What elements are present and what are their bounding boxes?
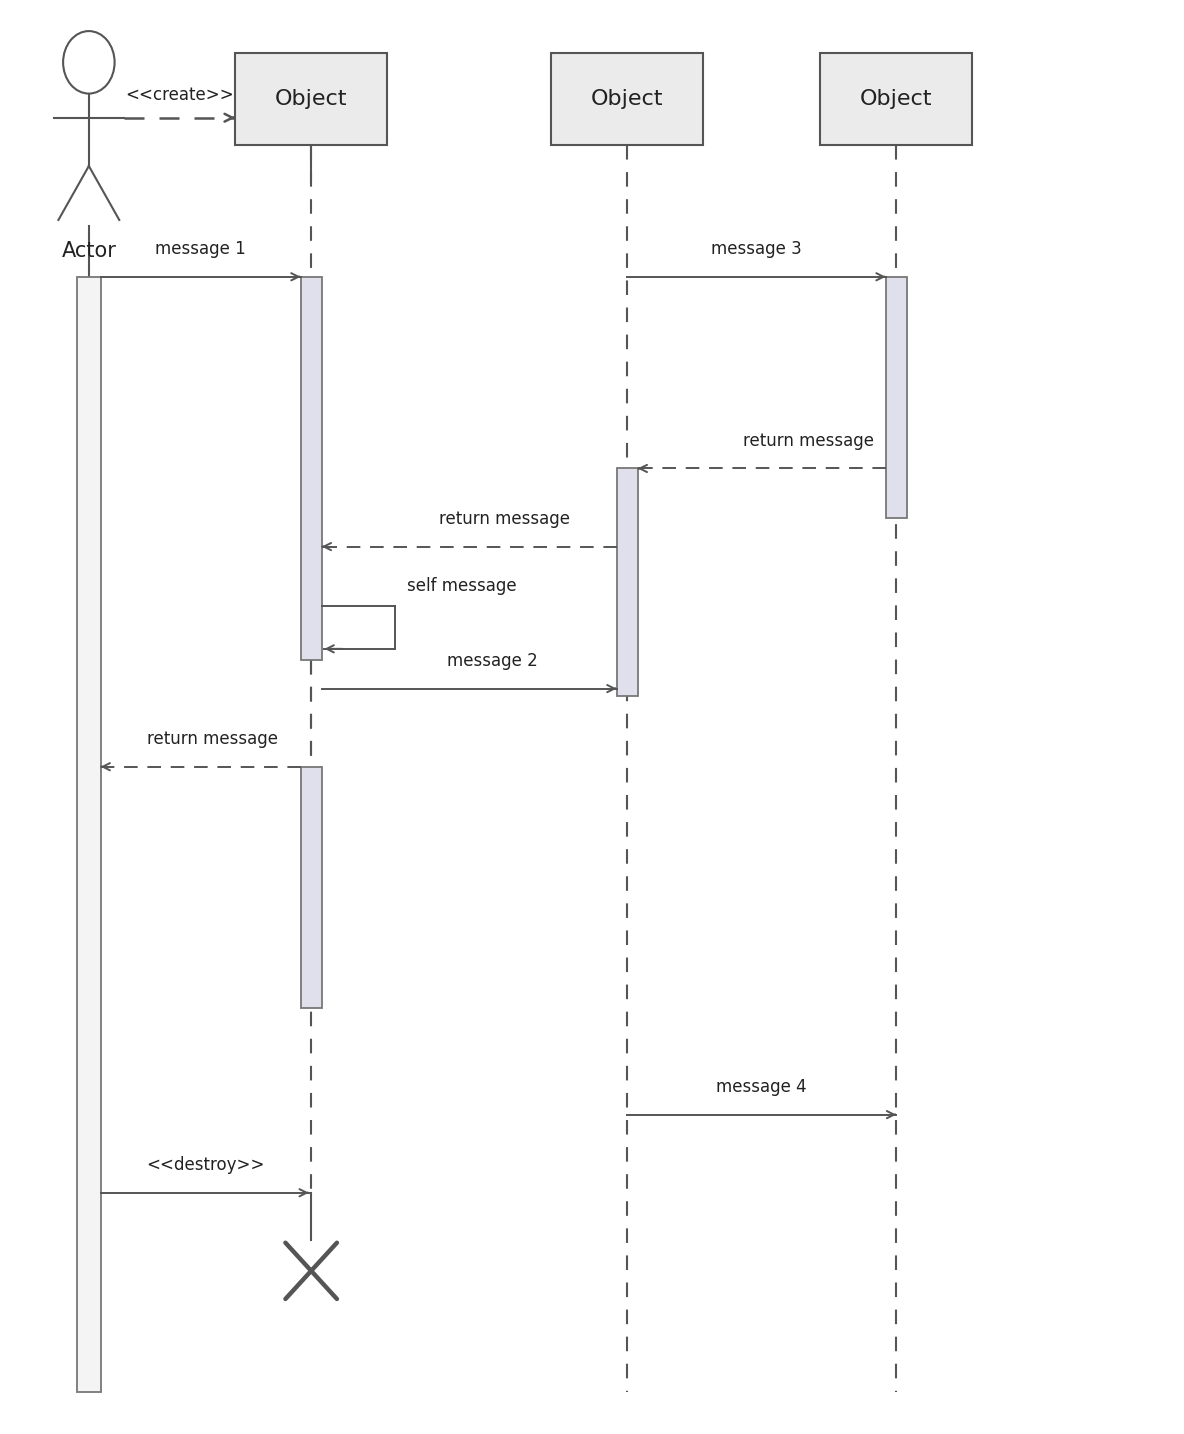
Text: message 2: message 2 [448, 652, 538, 670]
Text: <<create>>: <<create>> [126, 86, 234, 103]
Bar [77, 277, 101, 1391]
Bar [301, 277, 322, 660]
Text: message 4: message 4 [716, 1078, 807, 1096]
Text: return message: return message [439, 511, 570, 528]
Text: Object: Object [275, 89, 347, 109]
Text: Object: Object [591, 89, 663, 109]
Text: return message: return message [744, 432, 874, 450]
Bar [551, 53, 703, 145]
Text: message 1: message 1 [155, 241, 246, 258]
Text: <<destroy>>: <<destroy>> [147, 1156, 265, 1174]
Text: Object: Object [860, 89, 933, 109]
Text: return message: return message [147, 730, 278, 749]
Bar [821, 53, 972, 145]
Text: Actor: Actor [62, 241, 116, 261]
Bar [886, 277, 907, 518]
Text: message 3: message 3 [712, 241, 802, 258]
Bar [617, 469, 638, 695]
Bar [236, 53, 387, 145]
Text: self message: self message [407, 576, 516, 595]
Bar [301, 767, 322, 1008]
